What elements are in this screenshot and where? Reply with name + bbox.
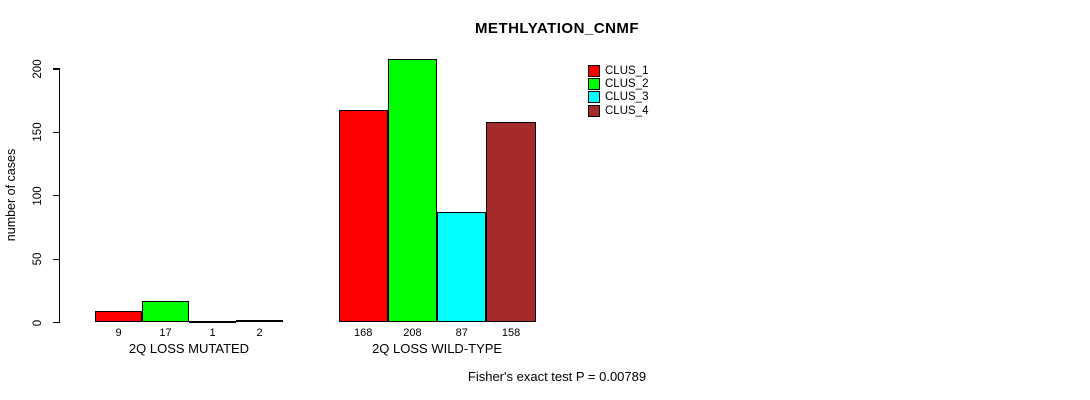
chart-title: METHLYATION_CNMF [474,20,640,37]
legend-swatch-icon [588,78,600,91]
bar-clus_4-group2 [486,122,536,323]
y-tick-label: 0 [32,319,44,326]
legend-swatch-icon [588,64,600,77]
y-tick-mark [53,258,60,260]
legend-row-clus_2: CLUS_2 [588,77,649,91]
legend-label: CLUS_4 [605,104,649,117]
bar-value-label: 208 [403,327,422,339]
bar-value-label: 17 [159,327,172,339]
bar-value-label: 158 [501,327,521,339]
y-tick-label: 200 [32,59,44,79]
bar-value-label: 2 [256,327,263,339]
y-tick-mark [53,131,60,133]
legend-label: CLUS_3 [605,91,649,104]
bar-clus_2-group1 [142,300,189,323]
legend-row-clus_1: CLUS_1 [588,64,648,77]
legend: CLUS_1 CLUS_2 CLUS_3 CLUS_4 [588,64,648,118]
bar-clus_1-group2 [338,109,388,323]
legend-swatch-icon [588,104,600,117]
y-tick-label: 100 [32,186,44,206]
bar-clus_3-group1 [189,321,236,324]
y-tick-mark [53,195,60,197]
group-label: 2Q LOSS WILD-TYPE [372,341,503,356]
y-tick-label: 150 [32,122,44,142]
annotation-text: Fisher's exact test P = 0.00789 [467,369,647,384]
y-tick-mark [53,321,60,324]
bar-clus_1-group1 [95,311,142,323]
y-axis-label: number of cases [4,148,18,242]
bar-value-label: 168 [353,327,373,339]
bar-clus_2-group2 [387,58,438,323]
legend-label: CLUS_2 [605,78,649,91]
legend-swatch-icon [588,91,600,104]
legend-row-clus_3: CLUS_3 [588,91,648,104]
y-tick-label: 50 [32,252,44,266]
group-label: 2Q LOSS MUTATED [128,341,250,356]
legend-row-clus_4: CLUS_4 [588,104,648,117]
bar-clus_4-group1 [236,319,283,323]
legend-label: CLUS_1 [605,64,649,77]
y-tick-mark [53,68,60,70]
bar-clus_3-group2 [437,212,487,323]
bar-value-label: 9 [115,327,122,339]
bar-value-label: 87 [455,327,468,339]
bar-value-label: 1 [209,327,216,339]
